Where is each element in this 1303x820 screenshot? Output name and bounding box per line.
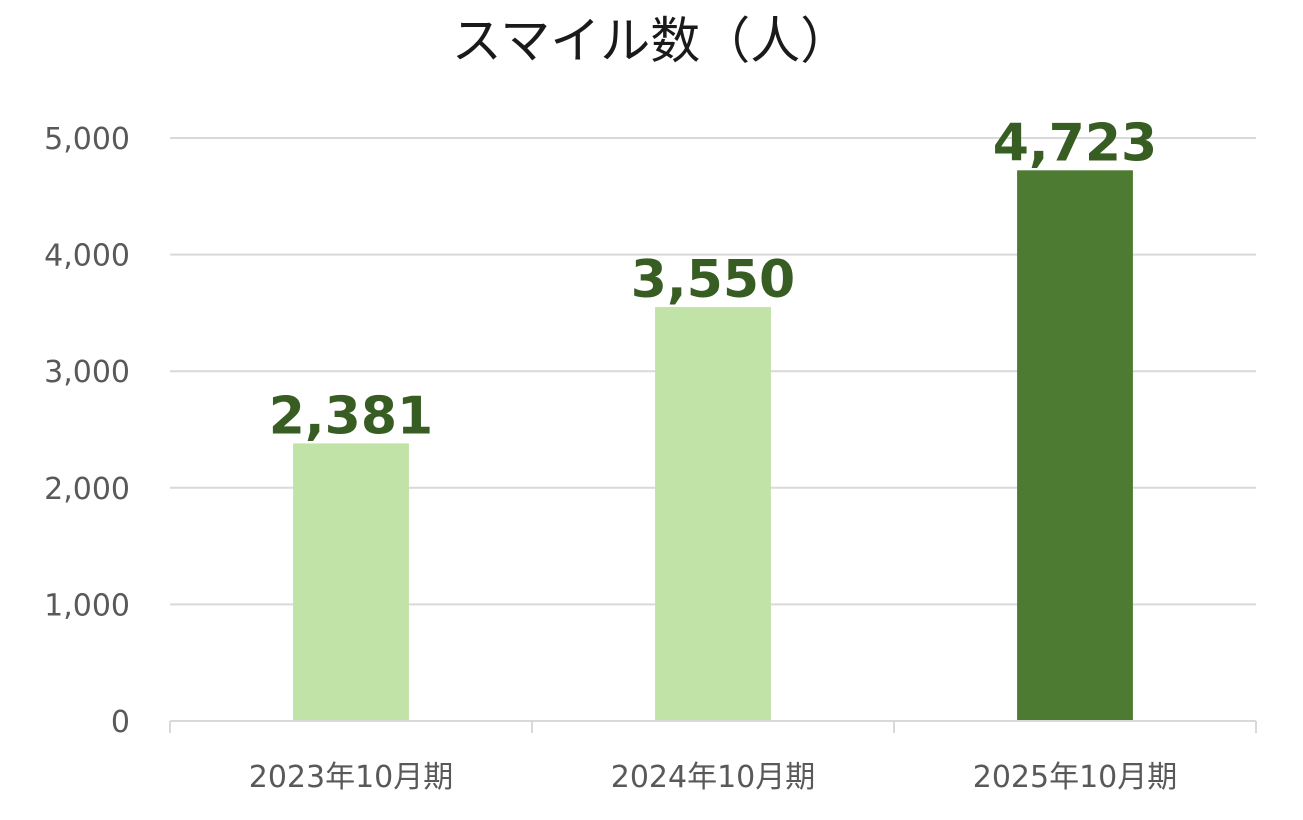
chart-title: スマイル数（人） xyxy=(452,12,851,70)
data-labels: 2,381 3,550 4,723 xyxy=(269,113,1157,446)
data-label-1: 2,381 xyxy=(269,386,433,446)
x-category-label-2: 2024年10月期 xyxy=(611,760,816,795)
y-tick-label: 0 xyxy=(111,705,130,740)
y-axis-tick-labels: 0 1,000 2,000 3,000 4,000 5,000 xyxy=(44,122,130,740)
data-label-3: 4,723 xyxy=(993,113,1157,173)
y-tick-label: 1,000 xyxy=(44,588,130,623)
data-label-2: 3,550 xyxy=(631,250,795,310)
y-tick-label: 3,000 xyxy=(44,355,130,390)
bar-3 xyxy=(1017,170,1133,721)
bar-1 xyxy=(293,443,409,721)
y-tick-label: 4,000 xyxy=(44,239,130,274)
y-tick-label: 5,000 xyxy=(44,122,130,157)
y-tick-label: 2,000 xyxy=(44,472,130,507)
bars xyxy=(293,170,1133,721)
bar-2 xyxy=(655,307,771,721)
x-axis xyxy=(169,720,1257,733)
x-category-label-1: 2023年10月期 xyxy=(249,760,454,795)
x-category-label-3: 2025年10月期 xyxy=(973,760,1178,795)
x-axis-category-labels: 2023年10月期 2024年10月期 2025年10月期 xyxy=(249,760,1178,795)
